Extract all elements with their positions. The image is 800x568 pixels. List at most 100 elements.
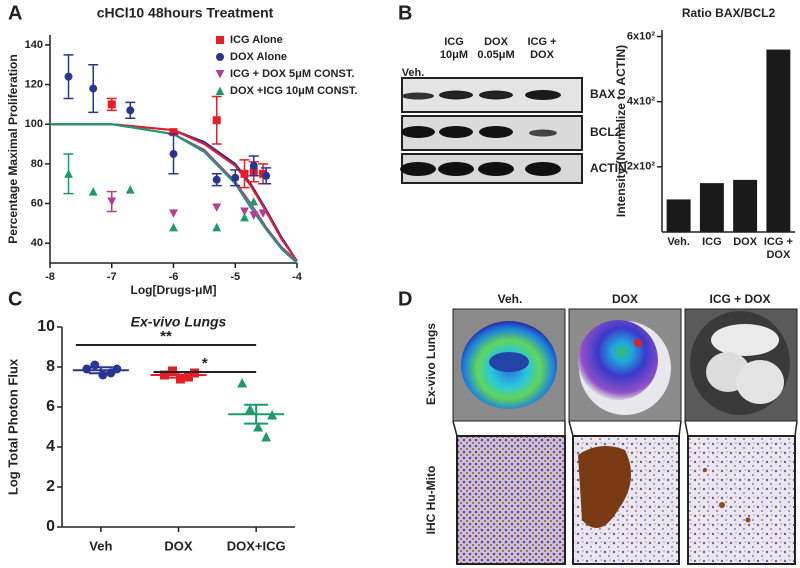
image-signal [578,320,658,400]
y-tick-label: 60 [31,197,43,209]
image-lung [736,360,784,404]
panel-letter: A [8,2,22,24]
marker [176,374,185,384]
marker [212,203,222,212]
ivis-images [452,308,798,565]
y-axis-title: Intensity (Normalize to ACTIN) [614,45,628,217]
x-tick-label-box: ICG + DOX [763,236,793,261]
chart-title: cHCl10 48hours Treatment [97,5,274,21]
legend-label: ICG + DOX 5μM CONST. [230,68,354,80]
image-signal [634,339,642,347]
column-label: ICG + DOX [709,292,770,306]
band [439,90,473,100]
marker [98,370,108,380]
y-axis-title: Log Total Photon Flux [5,358,20,495]
bar [699,183,724,232]
lane-label-box: Veh. [401,67,425,79]
y-tick-label: 2 [46,478,55,495]
marker [169,128,178,137]
y-axis-title: Percentage Maximal Proliferation [6,54,20,243]
bar [666,199,691,232]
y-tick-label: 0 [46,518,55,535]
marker [107,197,117,206]
y-tick-label: 6x10² [627,30,655,42]
legend-label: ICG Alone [230,34,283,46]
panel-letter: D [398,288,412,310]
marker [169,222,178,232]
lane-label: DOX 0.05μM [477,36,515,61]
bar [766,49,791,232]
marker [253,422,264,432]
x-tick-label: Veh. [667,236,690,248]
lane-label: ICG + DOX [527,36,557,61]
band [439,126,473,138]
legend-label: DOX Alone [230,51,287,63]
image [687,435,796,565]
marker [89,84,98,93]
image-stain [745,517,751,523]
marker [126,106,135,115]
band [529,129,557,137]
fit-curve [50,123,298,262]
panel-letter: C [8,288,22,310]
legend-label: DOX +ICG 10μM CONST. [230,85,357,97]
marker [212,175,221,184]
x-tick-label: Veh [89,538,112,553]
y-tick-label: 140 [25,39,43,51]
marker [107,100,116,109]
protein-label: BAX [590,87,615,101]
marker [237,378,248,388]
marker [212,222,222,232]
image [456,435,566,565]
image-lung [711,324,779,356]
bar [733,179,758,232]
protein-label: ACTIN [590,161,627,175]
marker [82,364,92,374]
chart-title: Ex-vivo Lungs [131,314,227,330]
x-tick-label: ICG + DOX [763,236,793,261]
connector [452,420,798,437]
y-tick-label: 4 [46,438,55,455]
band [438,162,474,176]
band [400,162,436,176]
marker [88,187,98,196]
y-tick-label: 40 [31,237,43,249]
significance-label: * [202,355,208,372]
x-tick-label-box: ICG [702,236,722,248]
x-tick-label: DOX+ICG [227,538,286,553]
blot [400,77,583,184]
band [525,90,561,100]
marker [64,169,73,178]
marker [249,211,259,220]
x-tick-label: DOX [733,236,758,248]
y-tick-label: 80 [31,158,43,170]
image-stain [578,446,632,528]
marker [231,173,240,182]
y-tick-label: 2x10² [627,161,655,173]
marker [112,364,122,374]
band [479,90,513,100]
marker [125,185,135,194]
marker [64,72,73,81]
y-tick-label: 8 [46,358,55,375]
legend-marker [215,86,225,95]
y-tick-label: 10 [37,318,55,335]
significance-label: ** [160,328,172,345]
band [401,126,435,138]
x-tick-label: -4 [292,271,303,283]
chart-title: Ratio BAX/BCL2 [682,6,776,20]
lane-label: Veh. [401,67,425,79]
row-label: Ex-vivo Lungs [424,323,438,405]
y-tick-label: 6 [46,398,55,415]
marker [169,149,178,158]
marker [240,213,249,222]
lane-label-box: DOX 0.05μM [477,36,515,61]
lane-label-box: ICG 10μM [440,36,468,61]
marker [258,209,268,218]
lane-label-box: ICG + DOX [527,36,557,61]
band [525,162,561,176]
marker [169,209,178,218]
column-label: DOX [612,292,638,306]
